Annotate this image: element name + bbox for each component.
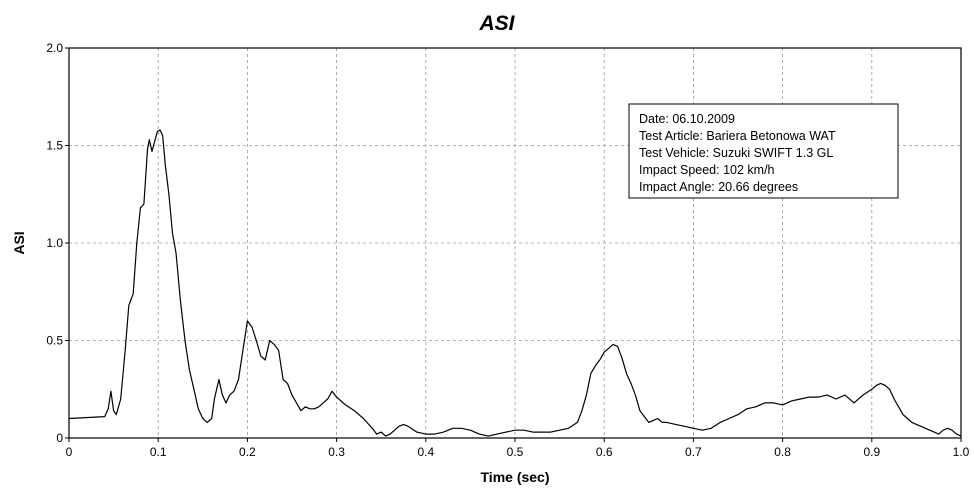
data-series	[68, 129, 962, 437]
plot-area-frame	[68, 47, 962, 439]
y-tick-label: 1.5	[46, 139, 63, 153]
y-tick-label: 2.0	[46, 41, 63, 55]
test-info-angle: Impact Angle: 20.66 degrees	[639, 180, 798, 194]
test-info-vehicle: Test Vehicle: Suzuki SWIFT 1.3 GL	[639, 146, 833, 160]
x-tick-label: 0.1	[150, 445, 167, 459]
test-info-article: Test Article: Bariera Betonowa WAT	[639, 129, 836, 143]
asi-series-line	[68, 129, 962, 437]
grid-lines	[69, 48, 961, 438]
x-tick-label: 0.9	[863, 445, 880, 459]
x-tick-label: 0.8	[774, 445, 791, 459]
y-tick-label: 0.5	[46, 334, 63, 348]
test-info-date: Date: 06.10.2009	[639, 112, 735, 126]
test-info-speed: Impact Speed: 102 km/h	[639, 163, 775, 177]
x-tick-label: 0.6	[596, 445, 613, 459]
chart-title: ASI	[478, 12, 515, 35]
y-axis-label: ASI	[11, 231, 27, 254]
x-axis-label: Time (sec)	[481, 469, 550, 485]
x-tick-label: 0.3	[328, 445, 345, 459]
x-tick-label: 0.2	[239, 445, 256, 459]
x-tick-label: 0.5	[507, 445, 524, 459]
test-info-box: Date: 06.10.2009 Test Article: Bariera B…	[628, 103, 899, 199]
x-tick-label: 0	[66, 445, 73, 459]
x-tick-label: 1.0	[953, 445, 970, 459]
axis-ticks: 0 0.1 0.2 0.3 0.4 0.5 0.6 0.7 0.8 0.9 1.0 0 0.5 1.0 1.…	[46, 41, 969, 459]
y-tick-label: 1.0	[46, 236, 63, 250]
test-info-frame	[628, 103, 899, 199]
x-tick-label: 0.4	[417, 445, 434, 459]
x-tick-label: 0.7	[685, 445, 702, 459]
y-tick-label: 0	[56, 431, 63, 445]
